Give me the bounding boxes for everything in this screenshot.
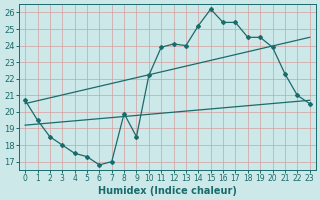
X-axis label: Humidex (Indice chaleur): Humidex (Indice chaleur) xyxy=(98,186,237,196)
